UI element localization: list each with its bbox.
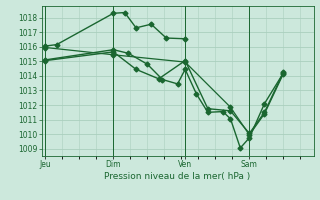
X-axis label: Pression niveau de la mer( hPa ): Pression niveau de la mer( hPa ) [104,172,251,181]
